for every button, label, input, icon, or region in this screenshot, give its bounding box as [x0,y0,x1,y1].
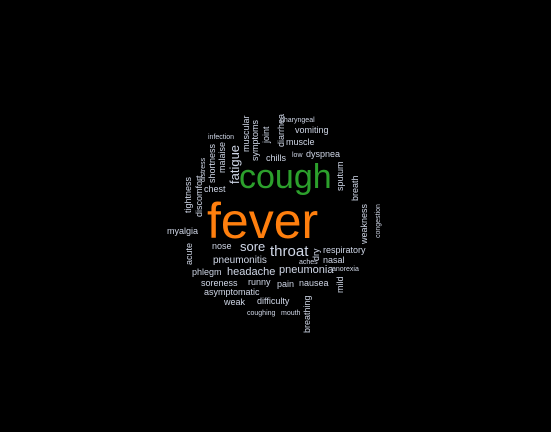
word-anorexia: anorexia [332,266,359,273]
word-breathing: breathing [302,295,312,333]
word-weakness: weakness [359,203,369,244]
word-malaise: malaise [217,141,227,173]
word-breath: breath [350,175,360,201]
word-chest: chest [204,184,226,194]
word-dyspnea: dyspnea [306,149,341,159]
word-chills: chills [266,153,287,163]
word-respiratory: respiratory [323,245,366,255]
word-pharyngeal: pharyngeal [280,117,315,124]
word-symptoms: symptoms [250,119,260,161]
word-diarrhea: diarrhea [276,113,286,147]
word-nasal: nasal [323,255,345,265]
word-sore: sore [240,239,266,254]
word-soreness: soreness [201,278,238,288]
word-difficulty: difficulty [257,296,290,306]
word-mild: mild [335,276,345,293]
word-fatigue: fatigue [227,144,242,184]
word-pneumonitis: pneumonitis [213,255,267,266]
word-nose: nose [212,241,232,251]
word-infection: infection [208,134,235,141]
word-low: low [292,152,303,159]
word-joint: joint [261,126,271,143]
word-asymptomatic: asymptomatic [204,287,260,297]
word-weak: weak [224,297,246,307]
word-dry: dry [311,248,321,261]
word-throat: throat [270,243,309,260]
word-sputum: sputum [335,161,345,191]
word-nausea: nausea [299,278,329,288]
word-cough: cough [239,158,332,196]
word-runny: runny [248,277,271,287]
word-congestion: congestion [375,204,382,238]
word-muscle: muscle [286,137,315,147]
word-tightness: tightness [183,176,193,213]
word-mouth: mouth [281,310,301,317]
word-myalgia: myalgia [167,226,199,236]
word-coughing: coughing [247,310,276,317]
word-discomfort: discomfort [194,175,204,217]
word-shortness: shortness [207,143,217,183]
word-acute: acute [184,242,194,265]
word-fever: fever [207,193,319,249]
word-phlegm: phlegm [192,267,222,277]
word-vomiting: vomiting [295,125,329,135]
word-pain: pain [277,279,295,289]
word-headache: headache [227,266,276,278]
word-aches: aches [299,259,318,266]
word-pneumonia: pneumonia [279,264,334,276]
